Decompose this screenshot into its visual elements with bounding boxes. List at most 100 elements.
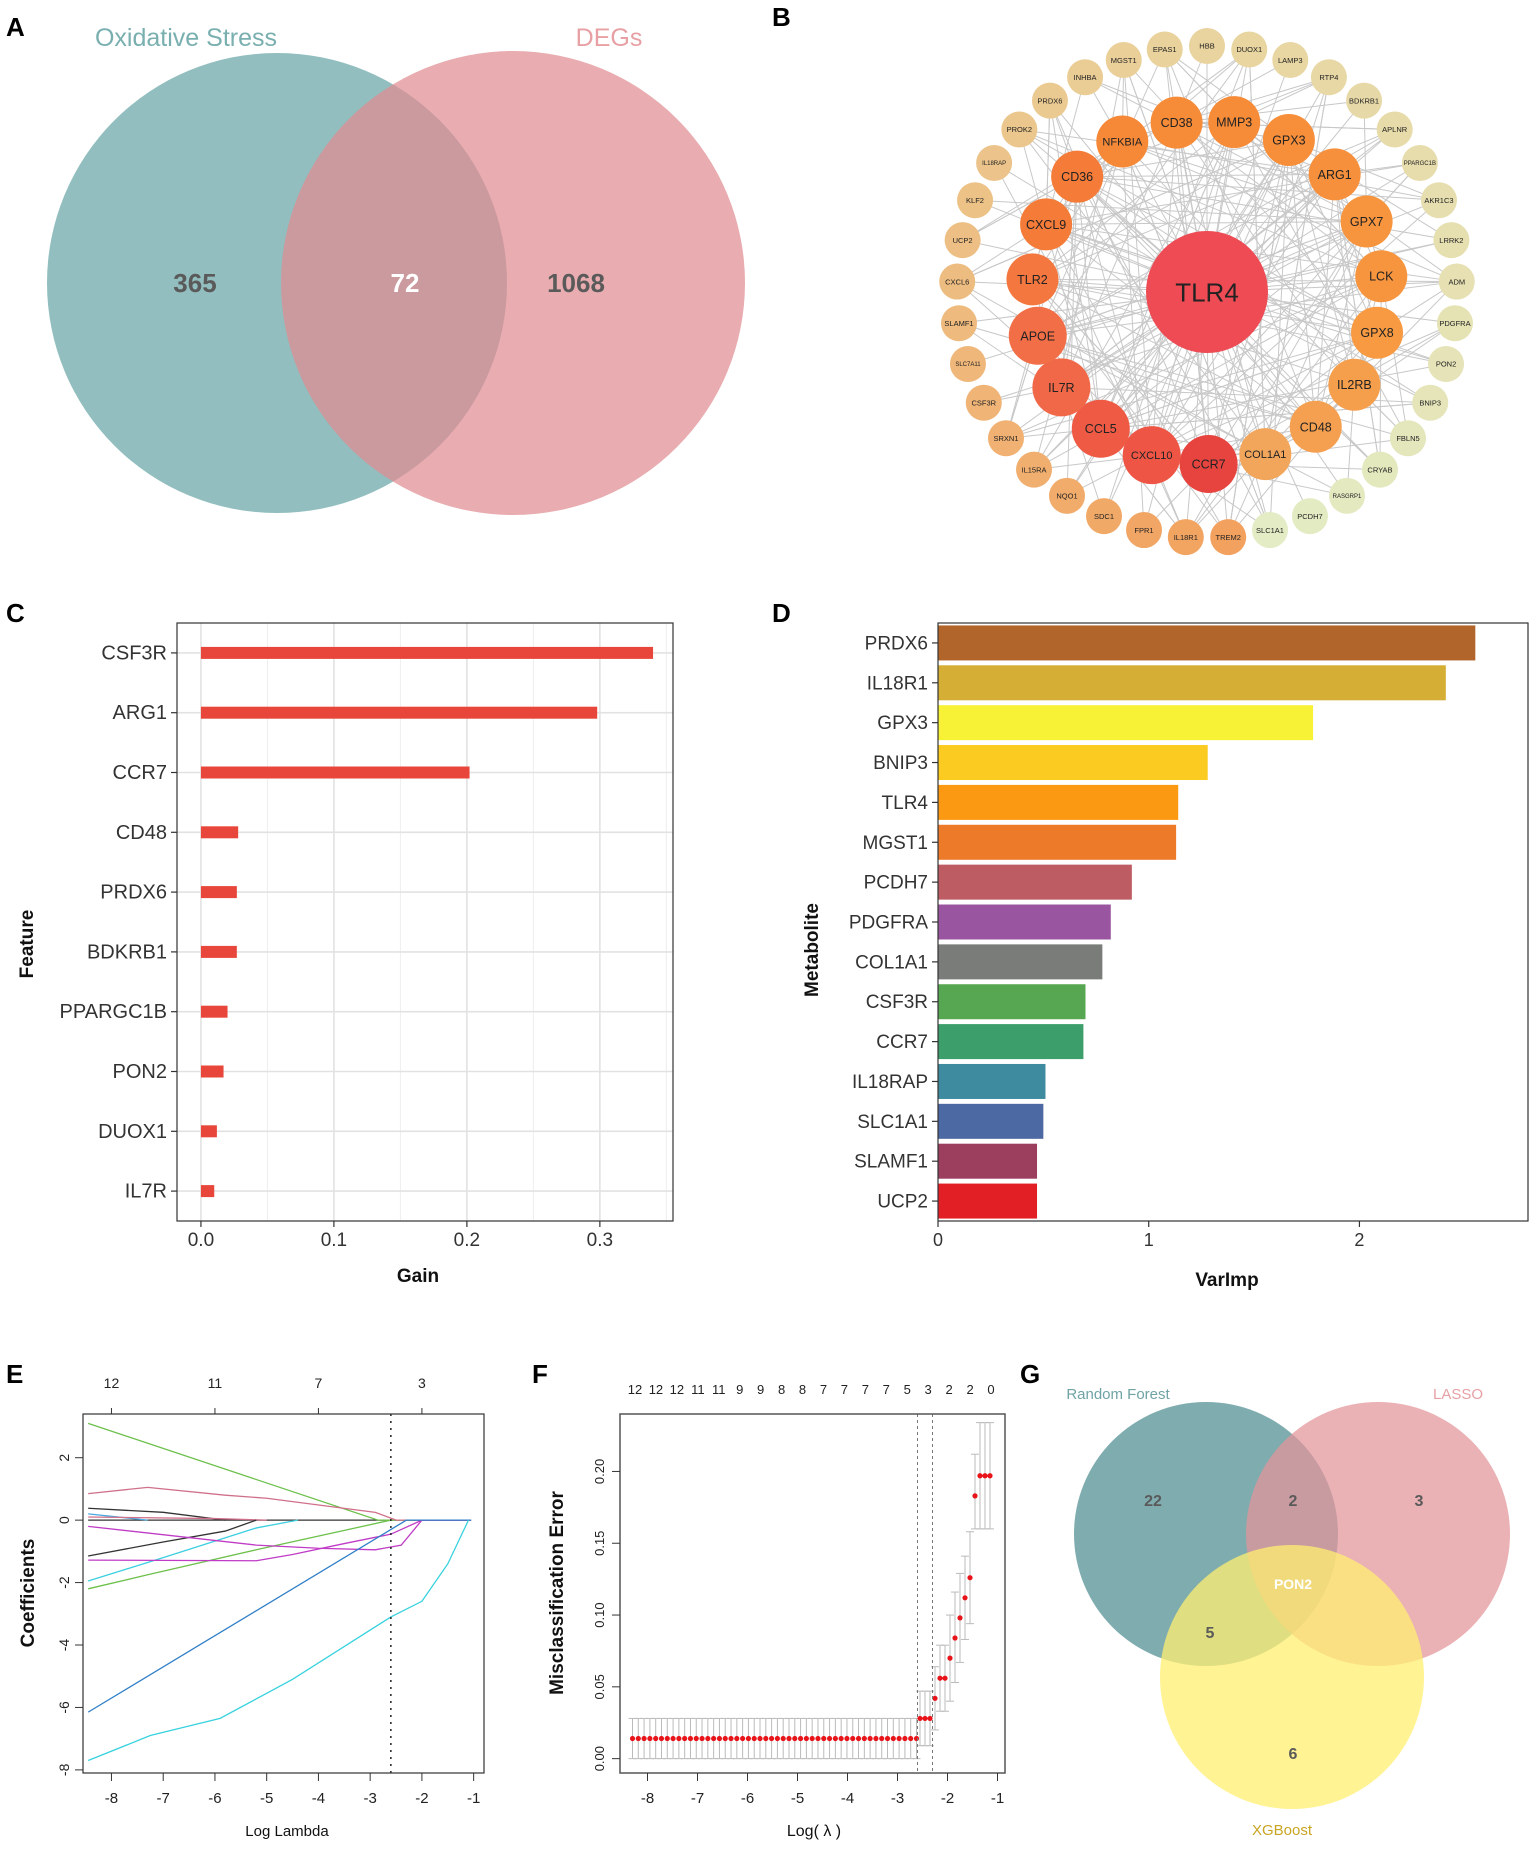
node-circle [1105, 42, 1142, 79]
y-tick-label: -4 [56, 1639, 72, 1652]
network-node-prok2: PROK2 [1001, 111, 1038, 148]
x-axis-label-gain: Gain [397, 1266, 439, 1287]
coefficient-path-10 [88, 1519, 472, 1562]
network-edge [1315, 276, 1382, 427]
panel-label-e: E [6, 1359, 23, 1389]
network-edge [1049, 100, 1102, 429]
x-tick-label: -6 [208, 1790, 221, 1807]
cv-error-point [740, 1735, 746, 1742]
network-edge [1032, 279, 1209, 465]
network-edge [1151, 322, 1456, 456]
node-circle [1032, 358, 1091, 417]
node-label: PCDH7 [1297, 512, 1322, 521]
node-label: GPX8 [1360, 326, 1393, 340]
y-tick-label: PON2 [113, 1061, 167, 1083]
cv-error-point [641, 1735, 647, 1742]
network-node-klf2: KLF2 [957, 182, 994, 219]
bar-il7r [200, 1185, 215, 1198]
cv-error-point [962, 1595, 968, 1601]
node-circle [1001, 111, 1038, 148]
x-tick-label: 0.3 [587, 1230, 613, 1251]
venn-count-all: PON2 [1274, 1576, 1312, 1592]
cv-error-point [635, 1735, 641, 1742]
cv-error-point [757, 1735, 763, 1742]
network-node-pcdh7: PCDH7 [1291, 498, 1328, 535]
network-edge [1233, 121, 1382, 277]
network-edge [1032, 279, 1229, 538]
y-tick-label: BNIP3 [873, 753, 928, 774]
node-label: MMP3 [1216, 116, 1252, 130]
panel-label-d: D [772, 598, 791, 628]
plot-border [937, 622, 1529, 1222]
network-node-gpx8: GPX8 [1351, 306, 1404, 359]
panel-label-b: B [772, 2, 791, 32]
network-node-slc1a1: SLC1A1 [1251, 512, 1288, 549]
bar-cd48 [200, 826, 239, 839]
network-node-fpr1: FPR1 [1126, 512, 1163, 549]
node-circle [1262, 113, 1315, 166]
node-circle [1389, 420, 1426, 457]
node-label: LAMP3 [1278, 56, 1303, 65]
node-label: FBLN5 [1396, 434, 1419, 443]
node-label: CD48 [1300, 420, 1332, 434]
node-circle [1351, 306, 1404, 359]
y-tick-label: SLC1A1 [857, 1112, 928, 1133]
cv-error-point [947, 1655, 953, 1661]
y-tick-label: PRDX6 [100, 882, 167, 904]
cv-error-point [977, 1473, 983, 1479]
coefficient-path-1 [87, 1422, 472, 1521]
node-circle [1016, 451, 1053, 488]
network-edge [956, 281, 1266, 455]
y-tick-label: 0.00 [592, 1746, 607, 1771]
node-circle [1210, 519, 1247, 556]
cv-error-point [751, 1735, 757, 1742]
y-tick-label: -8 [56, 1763, 72, 1776]
node-label: SLC7A11 [955, 362, 981, 368]
cv-error-point [734, 1735, 740, 1742]
cv-error-point [937, 1675, 943, 1681]
cv-error-point [832, 1735, 838, 1742]
cv-error-point [952, 1635, 958, 1641]
node-circle [1126, 512, 1163, 549]
network-node-pdgfra: PDGFRA [1436, 305, 1473, 342]
y-tick-label: PDGFRA [849, 913, 929, 934]
bar-arg1 [200, 706, 598, 719]
node-label: PPARGC1B [1404, 161, 1436, 167]
network-edge [1037, 335, 1348, 497]
network-node-csf3r: CSF3R [965, 384, 1002, 421]
cv-error-point [873, 1735, 879, 1742]
node-label: AKR1C3 [1424, 196, 1453, 205]
node-circle [1340, 195, 1393, 248]
cv-error-point [780, 1735, 786, 1742]
cv-error-point [763, 1735, 769, 1742]
venn-circle-xgboost [1160, 1545, 1424, 1809]
x-tick-label: -1 [991, 1790, 1004, 1807]
node-label: FPR1 [1134, 526, 1153, 535]
node-circle [1412, 384, 1449, 421]
coefficient-path-3 [88, 1507, 226, 1521]
network-node-rasgrp1: RASGRP1 [1328, 477, 1365, 514]
y-tick-label: CSF3R [866, 992, 928, 1013]
network-edge [1037, 335, 1316, 428]
plot-background [177, 623, 673, 1221]
network-edge [1334, 174, 1355, 385]
network-node-cxcl10: CXCL10 [1122, 426, 1181, 485]
y-tick-label: -2 [56, 1576, 72, 1589]
x-tick-label: 0.1 [321, 1230, 347, 1251]
network-edge [1288, 139, 1317, 427]
cv-error-point [972, 1493, 978, 1499]
y-tick-label: CCR7 [113, 762, 167, 784]
network-edge [1208, 221, 1368, 465]
network-nodes: TLR4 CD38 MMP3 GPX3 ARG1 GPX7 LCK GPX8 IL2RB CD48… [939, 28, 1475, 556]
node-label: APLNR [1382, 125, 1408, 134]
node-label: RTP4 [1319, 73, 1338, 82]
bar-gpx3 [938, 705, 1314, 741]
cv-error-point [927, 1715, 933, 1722]
cv-error-point [687, 1735, 694, 1742]
x-axis-label-log-lambda: Log Lambda [245, 1823, 329, 1840]
panel-a-venn: A Oxidative Stress DEGs 365 72 1068 [6, 12, 745, 515]
y-tick-label: 0 [56, 1516, 72, 1524]
x-tick-label: 0.0 [188, 1230, 214, 1251]
x-axis-label-log-lambda-f: Log( λ ) [787, 1823, 841, 1840]
node-circle [1067, 59, 1104, 96]
